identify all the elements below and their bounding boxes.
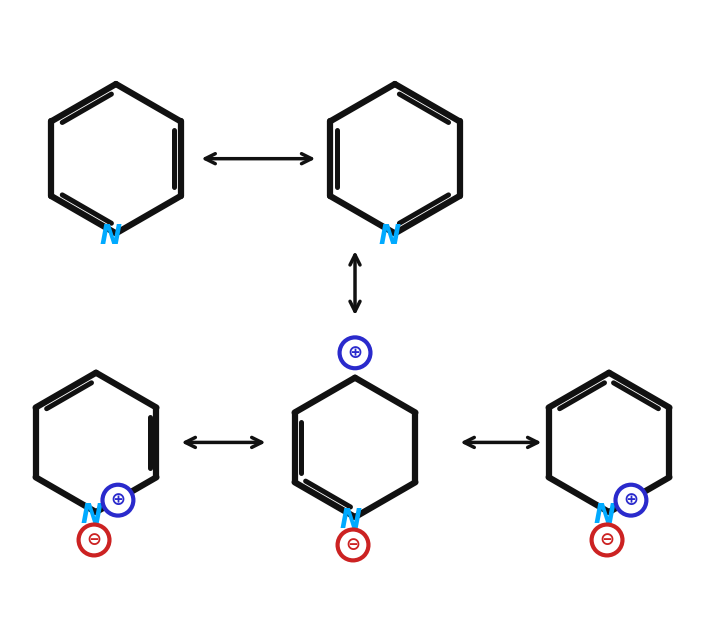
Text: ⊖: ⊖ — [599, 531, 614, 549]
Circle shape — [616, 485, 647, 516]
Text: N: N — [80, 503, 102, 529]
Text: ⊕: ⊕ — [110, 491, 125, 509]
Circle shape — [591, 525, 622, 556]
Text: ⊖: ⊖ — [87, 531, 102, 549]
Text: ⊖: ⊖ — [345, 536, 361, 554]
Circle shape — [102, 485, 133, 516]
Text: N: N — [593, 503, 615, 529]
Circle shape — [337, 530, 369, 560]
Text: ⊕: ⊕ — [347, 344, 362, 362]
Text: N: N — [339, 508, 361, 534]
Text: N: N — [100, 224, 122, 250]
Circle shape — [79, 525, 110, 556]
Text: ⊕: ⊕ — [624, 491, 639, 509]
Text: N: N — [379, 224, 401, 250]
Circle shape — [339, 338, 370, 368]
